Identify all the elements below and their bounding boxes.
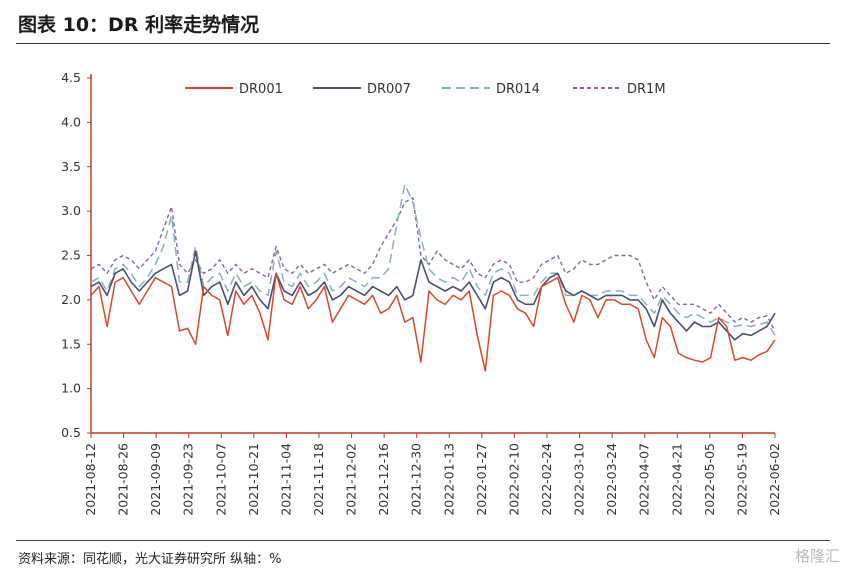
title-divider: [16, 43, 830, 44]
x-tick-label: 2021-08-26: [116, 443, 131, 516]
x-tick-label: 2021-12-30: [409, 443, 424, 516]
source-note: 资料来源：同花顺，光大证券研究所 纵轴：%: [18, 552, 282, 567]
x-tick-label: 2022-01-13: [441, 443, 456, 516]
x-tick-label: 2021-10-21: [246, 443, 261, 516]
y-tick-label: 3.5: [61, 159, 81, 174]
series-line-dr1m: [90, 197, 776, 332]
x-axis: 2021-08-12 2021-08-26 2021-09-09 2021-09-23…: [83, 432, 782, 516]
x-tick-label: 2022-01-27: [474, 443, 489, 516]
series-line-dr014: [90, 183, 776, 336]
x-tick-label: 2021-11-04: [278, 443, 293, 516]
x-tick-label: 2022-02-24: [539, 443, 554, 516]
y-tick-label: 1.0: [61, 381, 81, 396]
x-tick-label: 2021-09-23: [181, 443, 196, 516]
x-tick-label: 2022-03-10: [572, 443, 587, 516]
legend-label-dr007: DR007: [367, 82, 411, 97]
x-tick-label: 2022-05-05: [702, 443, 717, 516]
x-tick-label: 2021-12-16: [376, 443, 391, 516]
series-line-dr001: [90, 272, 776, 372]
legend-label-dr001: DR001: [239, 82, 283, 97]
x-tick-label: 2021-11-18: [311, 443, 326, 516]
y-tick-label: 0.5: [61, 425, 81, 440]
y-tick-label: 3.0: [61, 203, 81, 218]
series-lines: [90, 183, 776, 372]
legend-label-dr1m: DR1M: [627, 82, 666, 97]
footer-divider: [16, 540, 830, 541]
legend: DR001 DR007 DR014 DR1M: [185, 82, 666, 97]
x-tick-label: 2022-02-10: [506, 443, 521, 516]
x-tick-label: 2022-04-21: [669, 443, 684, 516]
legend-label-dr014: DR014: [496, 82, 540, 97]
x-tick-label: 2021-12-02: [344, 443, 359, 516]
x-tick-label: 2021-09-09: [148, 443, 163, 516]
x-tick-label: 2022-03-24: [604, 443, 619, 516]
x-tick-label: 2022-06-02: [767, 443, 782, 516]
y-tick-label: 2.5: [61, 248, 81, 263]
x-tick-label: 2021-08-12: [83, 443, 98, 516]
y-axis: 0.5 1.0 1.5 2.0 2.5 3.0 3.5 4.0 4.5: [61, 70, 92, 440]
x-tick-label: 2022-05-19: [734, 443, 749, 516]
y-tick-label: 2.0: [61, 292, 81, 307]
x-tick-label: 2021-10-07: [213, 443, 228, 516]
y-tick-label: 1.5: [61, 336, 81, 351]
x-tick-label: 2022-04-07: [637, 443, 652, 516]
dr-rate-line-chart: 0.51.01.52.02.53.03.54.04.5 2021-08-12 20…: [61, 70, 782, 516]
page-title: 图表 10：DR 利率走势情况: [18, 14, 260, 36]
y-tick-label: 4.5: [61, 70, 81, 85]
watermark-logo: 格隆汇: [794, 547, 840, 565]
series-line-dr007: [90, 250, 776, 341]
y-tick-label: 4.0: [61, 114, 81, 129]
